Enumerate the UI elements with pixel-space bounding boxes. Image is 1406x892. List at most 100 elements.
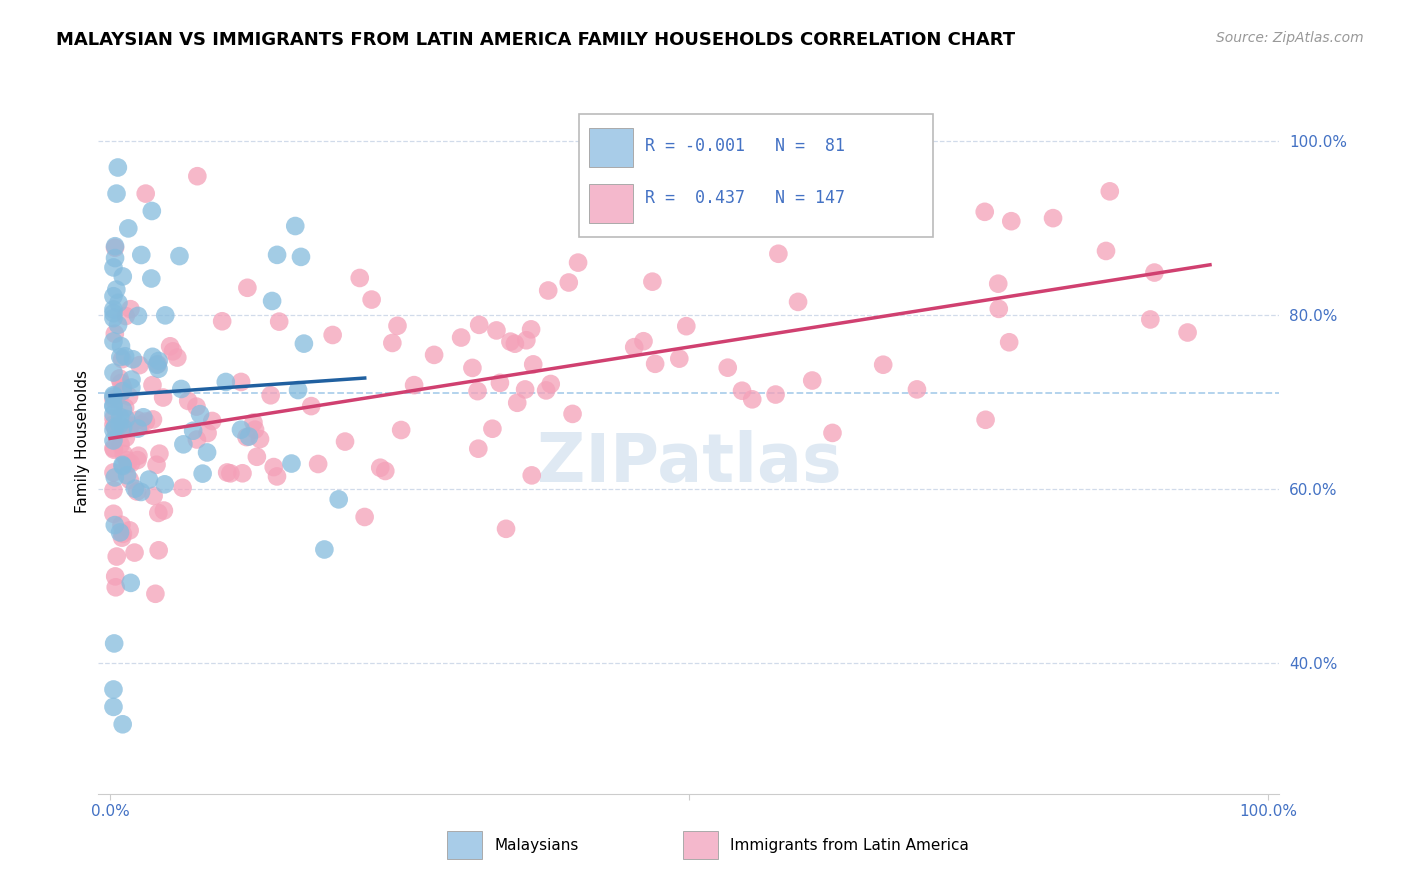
Point: [103, 507, 125, 521]
Point: [111, 381, 134, 395]
Point: [266, 469, 288, 483]
Point: [105, 425, 128, 439]
Point: [111, 458, 134, 472]
Point: [110, 517, 132, 532]
Point: [328, 492, 350, 507]
Point: [103, 400, 125, 414]
FancyBboxPatch shape: [579, 114, 934, 237]
Point: [103, 407, 125, 421]
Point: [821, 425, 844, 440]
Point: [349, 271, 371, 285]
Point: [152, 391, 174, 405]
Point: [1095, 244, 1118, 258]
Point: [290, 250, 312, 264]
Point: [111, 459, 134, 474]
Point: [360, 293, 382, 307]
Point: [806, 189, 828, 203]
Point: [314, 542, 336, 557]
Point: [117, 221, 139, 235]
Point: [112, 420, 135, 434]
Point: [353, 510, 375, 524]
Point: [103, 289, 125, 303]
Point: [520, 322, 543, 336]
Point: [145, 587, 167, 601]
Point: [104, 580, 127, 594]
Point: [513, 383, 536, 397]
Point: [111, 352, 134, 367]
Point: [231, 467, 253, 481]
Point: [120, 380, 142, 394]
Point: [155, 309, 177, 323]
Point: [127, 413, 149, 427]
Point: [623, 340, 645, 354]
Point: [389, 423, 412, 437]
Point: [973, 204, 995, 219]
Point: [128, 358, 150, 372]
Point: [404, 378, 426, 392]
Text: MALAYSIAN VS IMMIGRANTS FROM LATIN AMERICA FAMILY HOUSEHOLDS CORRELATION CHART: MALAYSIAN VS IMMIGRANTS FROM LATIN AMERI…: [56, 31, 1015, 49]
Point: [141, 204, 163, 219]
Point: [108, 417, 131, 432]
Point: [103, 423, 125, 437]
Point: [201, 414, 224, 428]
Point: [135, 415, 157, 429]
Point: [107, 296, 129, 310]
Point: [120, 418, 142, 433]
Point: [668, 351, 690, 366]
Point: [110, 339, 132, 353]
Point: [534, 384, 557, 398]
Point: [103, 260, 125, 275]
Point: [537, 284, 560, 298]
Point: [540, 376, 562, 391]
Point: [177, 394, 200, 409]
Point: [558, 276, 581, 290]
Point: [138, 473, 160, 487]
Point: [132, 410, 155, 425]
Point: [103, 682, 125, 697]
Point: [108, 525, 131, 540]
FancyBboxPatch shape: [447, 831, 482, 859]
Point: [103, 390, 125, 404]
Point: [172, 481, 194, 495]
Point: [111, 402, 134, 417]
Point: [107, 161, 129, 175]
Point: [1042, 211, 1064, 226]
Point: [172, 437, 194, 451]
Point: [124, 545, 146, 559]
Point: [481, 422, 503, 436]
Point: [195, 445, 218, 459]
Point: [110, 437, 132, 451]
Point: [191, 467, 214, 481]
Point: [146, 358, 169, 372]
Point: [112, 447, 135, 461]
Point: [103, 302, 125, 317]
Point: [238, 429, 260, 443]
Point: [284, 219, 307, 233]
Point: [644, 357, 666, 371]
Point: [153, 503, 176, 517]
Point: [292, 336, 315, 351]
Point: [641, 275, 664, 289]
Point: [118, 422, 141, 436]
Point: [103, 442, 125, 457]
FancyBboxPatch shape: [683, 831, 718, 859]
Point: [987, 301, 1010, 316]
Point: [287, 383, 309, 397]
Point: [103, 306, 125, 320]
Point: [115, 431, 138, 445]
Point: [115, 453, 138, 467]
Point: [142, 350, 165, 364]
Point: [166, 351, 188, 365]
Point: [1143, 266, 1166, 280]
Point: [125, 484, 148, 499]
Point: [104, 518, 127, 533]
Point: [266, 248, 288, 262]
Point: [423, 348, 446, 362]
Point: [103, 334, 125, 349]
Point: [148, 354, 170, 368]
Point: [249, 432, 271, 446]
Point: [499, 334, 522, 349]
Point: [111, 526, 134, 541]
Point: [467, 442, 489, 456]
Point: [111, 384, 134, 398]
